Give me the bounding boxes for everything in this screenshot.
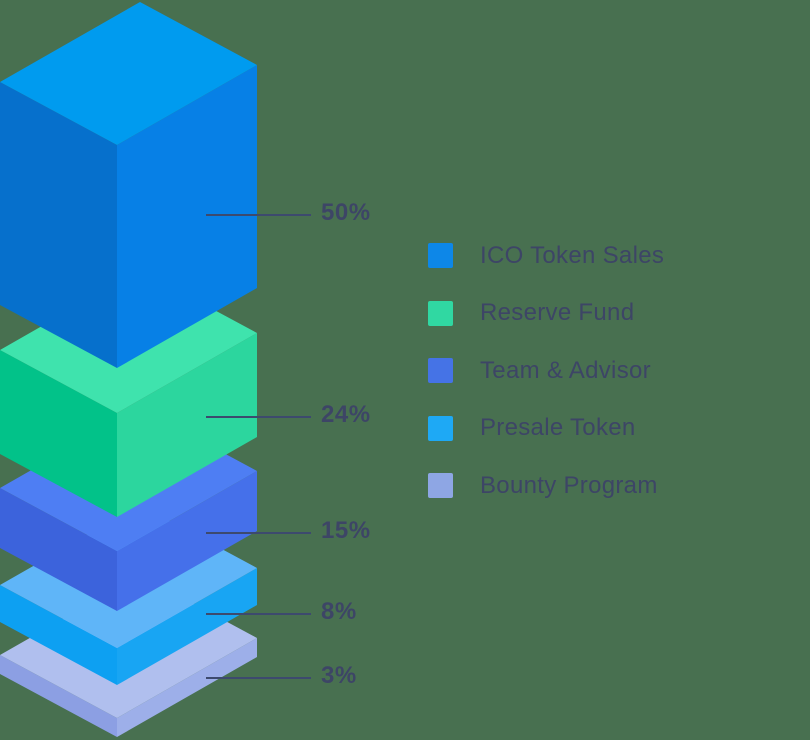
slab-0 [0, 2, 257, 368]
legend-swatch-presale-token [428, 415, 453, 441]
legend-label-bounty-program: Bounty Program [480, 471, 658, 499]
percent-label-0: 50% [321, 199, 371, 226]
percent-label-4: 3% [321, 662, 357, 689]
legend-item-presale-token: Presale Token [428, 414, 664, 441]
percent-label-1: 24% [321, 401, 371, 428]
legend-item-bounty-program: Bounty Program [428, 471, 664, 499]
percent-label-3: 8% [321, 598, 357, 625]
legend-swatch-team-advisor [428, 358, 453, 383]
legend-item-reserve-fund: Reserve Fund [428, 299, 664, 326]
legend-item-team-advisor: Team & Advisor [428, 356, 664, 384]
legend-swatch-bounty-program [428, 473, 453, 498]
legend-label-ico-token-sales: ICO Token Sales [480, 241, 665, 269]
legend-swatch-reserve-fund [428, 300, 453, 326]
legend-item-ico-token-sales: ICO Token Sales [428, 241, 665, 269]
percent-label-2: 15% [321, 517, 371, 544]
legend-label-presale-token: Presale Token [480, 414, 636, 441]
legend-label-team-advisor: Team & Advisor [480, 356, 651, 384]
legend-label-reserve-fund: Reserve Fund [480, 299, 635, 326]
legend: ICO Token Sales Reserve Fund Team & Advi… [428, 241, 665, 499]
legend-swatch-ico-token-sales [428, 243, 453, 268]
